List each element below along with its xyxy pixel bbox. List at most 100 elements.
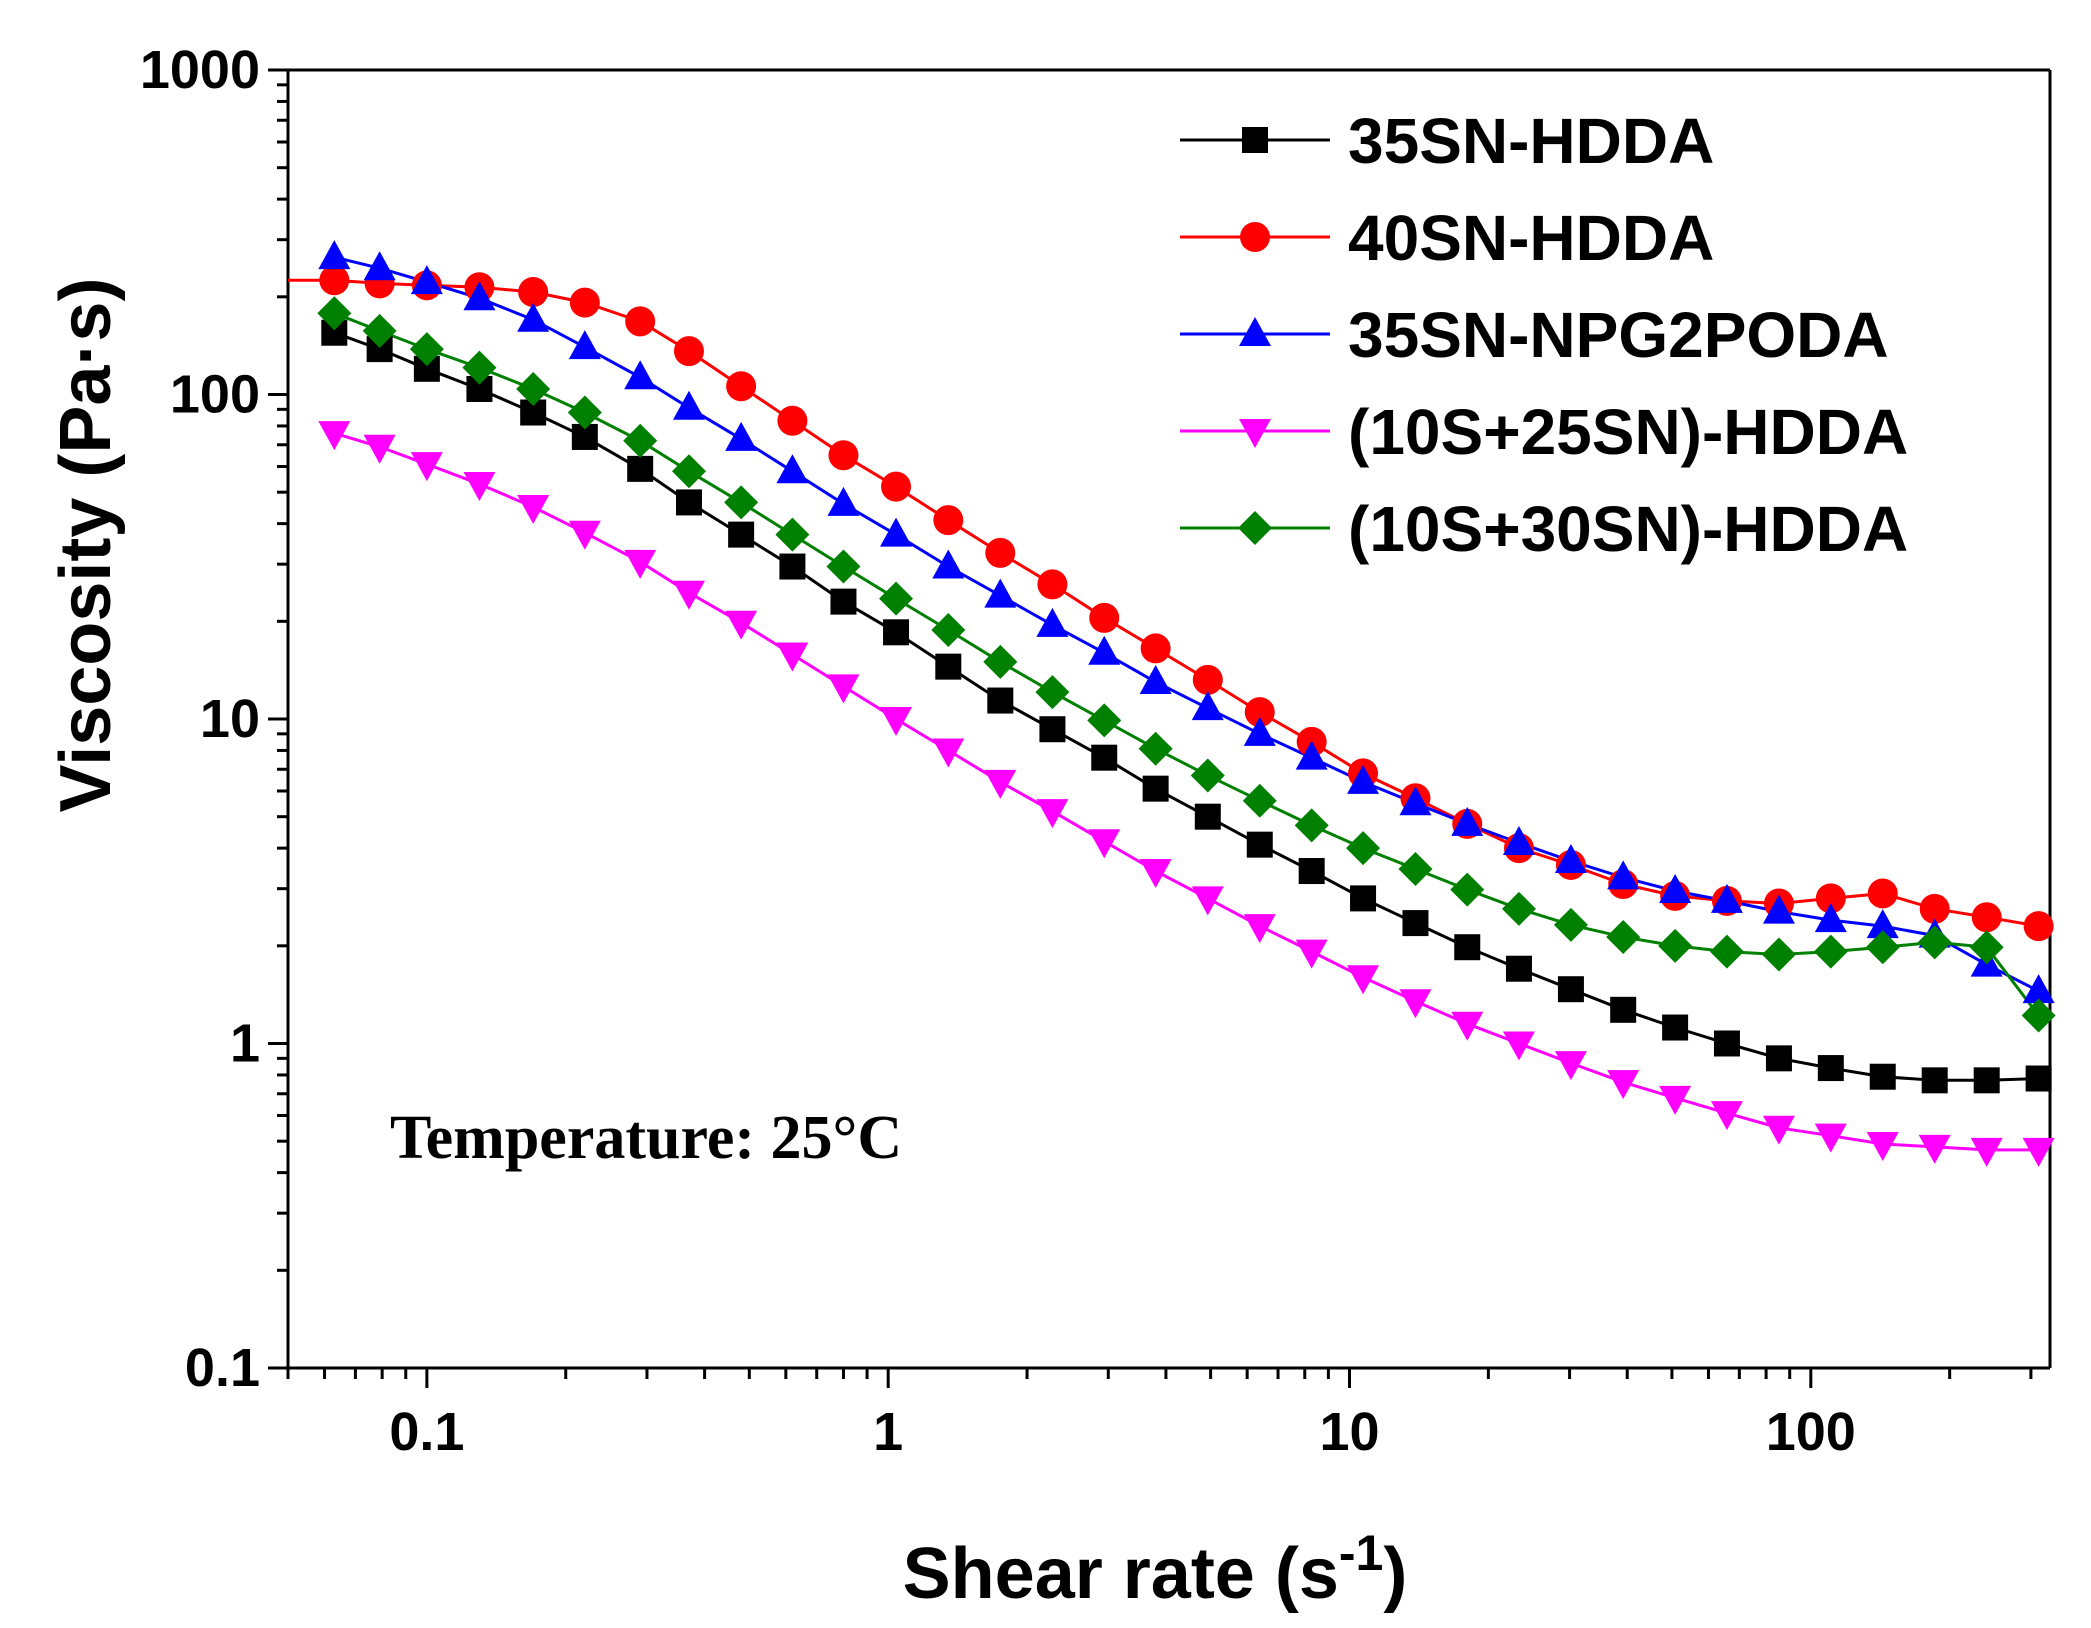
data-point-10s-30sn-hdda <box>1346 831 1381 866</box>
data-point-10s-25sn-hdda <box>517 495 550 525</box>
data-point-35sn-npg2poda <box>318 240 351 270</box>
data-point-35sn-hdda <box>1039 716 1066 743</box>
data-point-35sn-hdda <box>1817 1055 1844 1082</box>
legend-label-35sn-hdda: 35SN-HDDA <box>1348 105 1714 177</box>
data-point-10s-30sn-hdda <box>1606 919 1641 954</box>
data-point-10s-25sn-hdda <box>1866 1132 1899 1162</box>
y-tick-label: 100 <box>170 365 260 425</box>
data-point-35sn-hdda <box>2025 1065 2052 1092</box>
data-point-40sn-hdda <box>1244 697 1275 728</box>
data-point-35sn-hdda <box>728 521 755 548</box>
data-point-40sn-hdda <box>1037 569 1068 600</box>
data-point-40sn-hdda <box>1192 664 1223 695</box>
data-point-10s-25sn-hdda <box>1918 1134 1951 1164</box>
series-line-10s-25sn-hdda <box>333 431 2039 1152</box>
data-point-10s-25sn-hdda <box>880 707 913 736</box>
data-point-35sn-npg2poda <box>932 549 965 579</box>
data-point-35sn-hdda <box>1662 1014 1689 1041</box>
x-axis-title-superscript: -1 <box>1339 1525 1383 1581</box>
data-point-40sn-hdda <box>625 306 656 337</box>
data-point-10s-25sn-hdda <box>1451 1011 1484 1041</box>
data-point-10s-30sn-hdda <box>317 296 352 331</box>
data-point-35sn-npg2poda <box>1554 844 1587 874</box>
data-point-35sn-hdda <box>779 553 806 580</box>
data-point-40sn-hdda <box>1867 878 1898 909</box>
data-point-10s-25sn-hdda <box>363 434 396 464</box>
data-point-35sn-npg2poda <box>1659 874 1692 904</box>
data-point-10s-25sn-hdda <box>1659 1085 1692 1115</box>
data-point-35sn-npg2poda <box>1347 764 1380 794</box>
data-point-10s-25sn-hdda <box>463 471 496 501</box>
data-point-40sn-hdda <box>881 471 912 502</box>
x-axis-title-close: ) <box>1383 1534 1407 1614</box>
y-tick-label: 10 <box>200 689 260 749</box>
data-point-10s-30sn-hdda <box>1501 891 1536 926</box>
data-point-35sn-npg2poda <box>776 454 809 484</box>
data-point-10s-25sn-hdda <box>1295 939 1328 969</box>
data-point-10s-25sn-hdda <box>1347 965 1380 995</box>
x-tick-label: 0.1 <box>389 1402 464 1462</box>
data-point-35sn-hdda <box>675 489 702 516</box>
temperature-annotation: Temperature: 25°C <box>390 1104 902 1172</box>
data-point-35sn-npg2poda <box>624 360 657 390</box>
data-point-35sn-npg2poda <box>672 390 705 420</box>
data-point-35sn-npg2poda <box>984 578 1017 608</box>
data-point-10s-25sn-hdda <box>725 610 758 640</box>
legend-marker-10s-25sn-hdda <box>1239 419 1271 448</box>
data-point-35sn-npg2poda <box>1139 665 1172 695</box>
data-point-10s-30sn-hdda <box>409 332 444 367</box>
data-point-40sn-hdda <box>319 265 350 296</box>
data-point-35sn-hdda <box>830 588 857 615</box>
series-line-35sn-hdda <box>333 331 2039 1082</box>
data-point-35sn-hdda <box>1713 1030 1740 1057</box>
data-point-10s-30sn-hdda <box>1398 851 1433 886</box>
data-point-10s-30sn-hdda <box>1138 731 1173 766</box>
legend-marker-10s-30sn-hdda <box>1238 511 1272 545</box>
legend-marker-40sn-hdda <box>1240 222 1270 252</box>
data-point-40sn-hdda <box>985 537 1016 568</box>
data-point-10s-30sn-hdda <box>1242 783 1277 818</box>
data-point-10s-25sn-hdda <box>568 520 601 550</box>
data-point-35sn-npg2poda <box>1762 894 1795 924</box>
data-point-10s-25sn-hdda <box>1036 799 1069 829</box>
data-point-35sn-npg2poda <box>1607 860 1640 890</box>
data-point-35sn-npg2poda <box>363 251 396 281</box>
x-axis-title-main: Shear rate (s <box>903 1534 1339 1614</box>
data-point-35sn-hdda <box>1454 934 1481 961</box>
data-point-35sn-npg2poda <box>880 517 913 547</box>
data-point-40sn-hdda <box>1919 893 1950 924</box>
data-point-35sn-hdda <box>1298 858 1325 885</box>
data-point-10s-30sn-hdda <box>671 454 706 489</box>
data-point-10s-30sn-hdda <box>2021 998 2056 1033</box>
data-point-10s-30sn-hdda <box>983 644 1018 679</box>
data-point-35sn-npg2poda <box>517 302 550 332</box>
data-point-10s-25sn-hdda <box>1088 829 1121 859</box>
data-point-40sn-hdda <box>1815 883 1846 914</box>
data-point-40sn-hdda <box>569 287 600 318</box>
data-point-35sn-hdda <box>1142 775 1169 802</box>
data-point-10s-25sn-hdda <box>318 421 351 451</box>
data-point-35sn-hdda <box>1869 1063 1896 1090</box>
data-point-35sn-hdda <box>627 455 654 482</box>
data-point-40sn-hdda <box>828 440 859 471</box>
data-point-10s-25sn-hdda <box>1191 886 1224 916</box>
data-point-10s-30sn-hdda <box>1761 937 1796 972</box>
data-point-40sn-hdda <box>1089 602 1120 633</box>
data-point-10s-25sn-hdda <box>1139 859 1172 889</box>
y-tick-label: 1000 <box>140 40 260 100</box>
data-point-10s-25sn-hdda <box>1554 1051 1587 1081</box>
data-point-10s-25sn-hdda <box>2022 1137 2055 1167</box>
data-point-10s-30sn-hdda <box>362 313 397 348</box>
x-axis-title: Shear rate (s-1) <box>903 1525 1408 1614</box>
legend-label-10s-30sn-hdda: (10S+30SN)-HDDA <box>1348 493 1908 565</box>
data-point-35sn-hdda <box>1402 910 1429 937</box>
data-point-35sn-npg2poda <box>1866 909 1899 939</box>
data-point-10s-30sn-hdda <box>1658 928 1693 963</box>
data-point-10s-30sn-hdda <box>879 581 914 616</box>
series-markers <box>317 240 2056 1167</box>
data-point-35sn-hdda <box>883 619 910 646</box>
data-point-10s-30sn-hdda <box>516 371 551 406</box>
data-point-35sn-npg2poda <box>725 421 758 451</box>
data-point-35sn-hdda <box>935 653 962 680</box>
